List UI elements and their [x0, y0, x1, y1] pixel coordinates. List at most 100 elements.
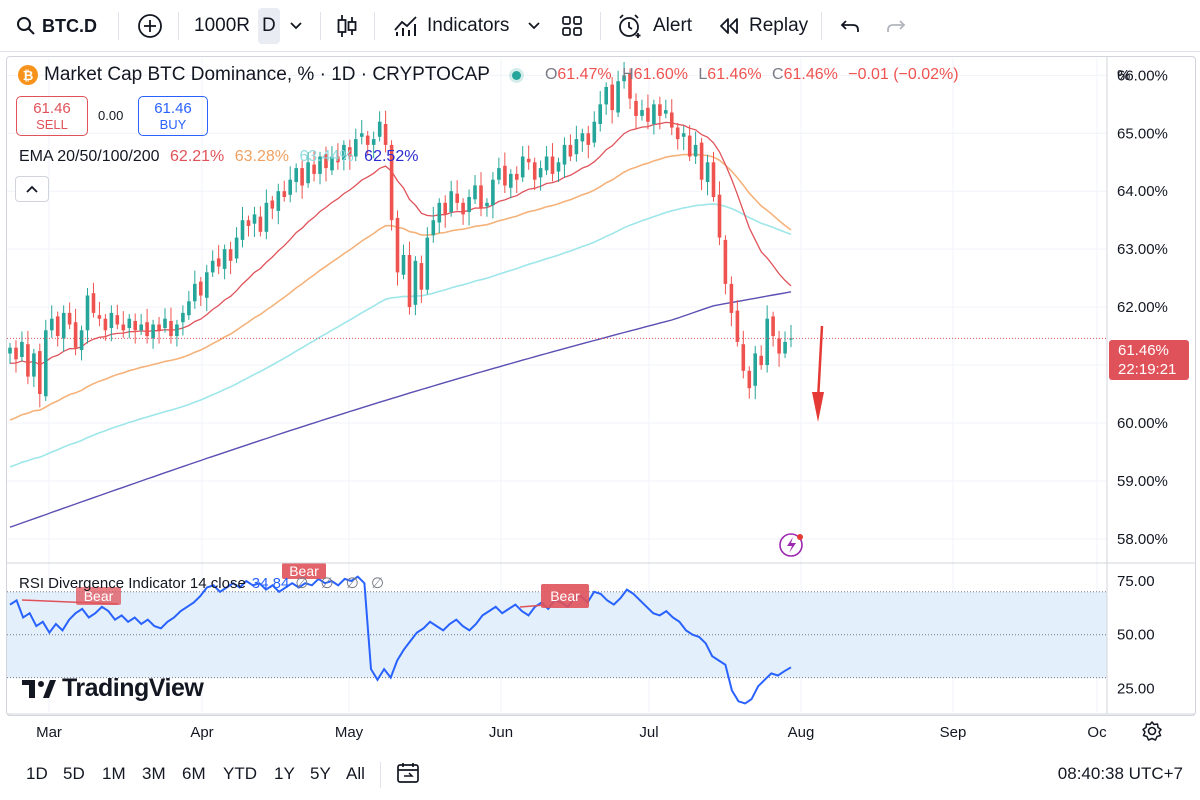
brand-text: TradingView [62, 674, 204, 702]
candle [574, 125, 579, 162]
bar-countdown: 22:19:21 [1118, 361, 1177, 378]
candle-body [44, 330, 48, 397]
bitcoin-logo-icon: ₿ [18, 65, 38, 85]
add-symbol-icon[interactable] [137, 0, 163, 52]
bar-count-button[interactable]: 1000R [194, 15, 250, 36]
candle-body [8, 347, 12, 354]
range-5d-button[interactable]: 5D [63, 764, 85, 783]
last-price-tag: 61.46% 22:19:21 [1109, 340, 1189, 380]
candle [568, 134, 573, 162]
indicators-button[interactable]: Indicators [427, 15, 510, 36]
range-5y-button[interactable]: 5Y [310, 764, 331, 783]
candle [664, 99, 668, 119]
candle [282, 180, 287, 202]
bear-label-box [541, 584, 589, 608]
candle [73, 308, 78, 356]
tradingview-mark-icon [22, 679, 56, 698]
collapse-legend-button[interactable] [15, 176, 49, 202]
replay-button[interactable]: Replay [749, 15, 809, 36]
search-icon[interactable] [16, 0, 36, 52]
candle-body [38, 351, 42, 394]
candle [610, 77, 614, 124]
candle [634, 93, 638, 130]
candle-body [520, 156, 525, 178]
candle [509, 169, 513, 199]
candle [562, 137, 567, 178]
candle-body [562, 144, 567, 165]
candle [252, 206, 257, 238]
interval-button[interactable]: D [262, 15, 276, 36]
alarm-clock-icon[interactable] [617, 0, 643, 52]
bear-label: Bear [550, 588, 580, 604]
range-ytd-button[interactable]: YTD [223, 764, 257, 783]
price-chart[interactable]: 75.00 50.00 25.00 Bear Bear Bear 66.00% 65.00%… [0, 0, 1200, 750]
buy-price: 61.46 [154, 100, 192, 117]
candle [264, 189, 269, 240]
candle [44, 319, 48, 401]
candle-body [413, 260, 418, 305]
chevron-down-icon[interactable] [527, 0, 541, 52]
candle [699, 137, 704, 191]
chevron-down-icon[interactable] [289, 0, 303, 52]
x-tick-label: Oc [1087, 724, 1107, 741]
candle [437, 198, 442, 233]
candle-body [210, 260, 215, 273]
alert-button[interactable]: Alert [653, 15, 693, 36]
date-range-calendar-icon[interactable] [396, 761, 420, 790]
candle-body [127, 318, 132, 328]
range-1y-button[interactable]: 1Y [274, 764, 295, 783]
candle [103, 314, 108, 341]
replay-icon[interactable] [718, 0, 740, 52]
range-3m-button[interactable]: 3M [142, 764, 166, 783]
axis-unit-label[interactable]: % [1117, 67, 1131, 84]
range-1d-button[interactable]: 1D [26, 764, 48, 783]
candle [199, 276, 203, 306]
toolbar-divider [178, 12, 179, 40]
candle [115, 304, 120, 330]
candle-body [270, 200, 275, 209]
candle-body [723, 239, 728, 284]
candle [479, 172, 483, 217]
candle [246, 215, 251, 237]
candle-body [193, 283, 197, 302]
range-6m-button[interactable]: 6M [182, 764, 206, 783]
layout-grid-icon[interactable] [561, 0, 583, 52]
close-value: 61.46% [783, 66, 838, 83]
indicators-icon[interactable] [393, 0, 419, 52]
candle [681, 125, 686, 151]
clock-timezone[interactable]: 08:40:38 UTC+7 [1057, 764, 1183, 783]
candle [20, 331, 24, 362]
down-arrow-head [812, 392, 824, 422]
high-value: 61.60% [633, 66, 688, 83]
x-tick-label: Mar [36, 724, 62, 741]
candle-style-icon[interactable] [336, 0, 358, 52]
gear-icon[interactable] [1141, 720, 1163, 747]
candle [705, 154, 710, 196]
symbol-description[interactable]: Market Cap BTC Dominance, % · 1D · CRYPT… [44, 64, 490, 85]
market-status-icon[interactable] [511, 70, 521, 80]
candle-body [73, 322, 78, 348]
undo-icon[interactable] [840, 0, 860, 52]
candle [151, 319, 155, 349]
candle [628, 68, 632, 109]
range-1m-button[interactable]: 1M [102, 764, 126, 783]
candle [735, 300, 740, 347]
notification-dot [797, 534, 803, 540]
redo-icon[interactable] [886, 0, 906, 52]
toolbar-divider [380, 762, 381, 788]
buy-button[interactable]: 61.46 BUY [138, 96, 208, 136]
candle [497, 157, 501, 185]
symbol-name[interactable]: BTC.D [42, 15, 97, 36]
candle [312, 151, 316, 182]
rsi-label: RSI Divergence Indicator 14 close [19, 575, 246, 592]
rsi-legend[interactable]: RSI Divergence Indicator 14 close 34.84 ∅ … [19, 574, 388, 592]
candle [97, 301, 102, 327]
ema-legend[interactable]: EMA 20/50/100/200 62.21% 63.28% 63.44% 6… [19, 148, 424, 166]
range-all-button[interactable]: All [346, 764, 365, 783]
sell-button[interactable]: 61.46 SELL [16, 96, 88, 136]
candle [371, 131, 376, 159]
candle-body [228, 249, 233, 261]
candle-body [622, 75, 626, 82]
candle [67, 302, 72, 330]
candle-body [431, 220, 436, 236]
